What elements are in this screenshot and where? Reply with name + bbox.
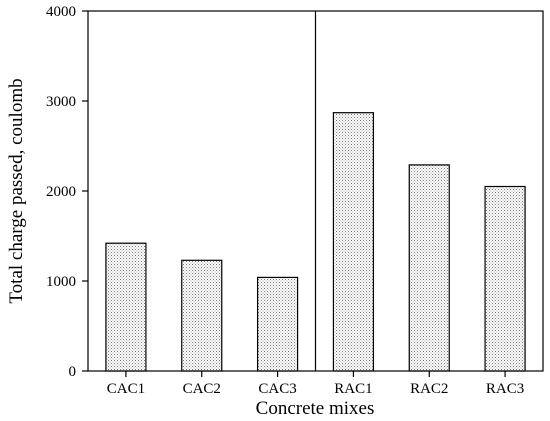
y-tick-label: 3000 [46, 94, 76, 110]
x-tick-label: RAC3 [486, 381, 524, 397]
bar-rac2 [408, 164, 450, 372]
bar-cac2 [181, 259, 223, 372]
x-axis: CAC1 CAC2 CAC3 RAC1 RAC2 RAC3 [107, 371, 524, 397]
y-tick-label: 2000 [46, 184, 76, 200]
x-tick-label: CAC2 [183, 381, 221, 397]
x-tick-label: RAC2 [410, 381, 448, 397]
bar-rac3 [484, 185, 526, 372]
bar-cac1 [105, 242, 147, 372]
y-axis: 0 1000 2000 3000 4000 [46, 4, 88, 380]
x-axis-title: Concrete mixes [256, 398, 375, 419]
bar-cac3 [256, 276, 299, 372]
bars-group [105, 112, 526, 372]
y-tick-label: 1000 [46, 274, 76, 290]
y-axis-title: Total charge passed, coulomb [6, 78, 27, 303]
x-tick-label: CAC3 [258, 381, 296, 397]
bar-rac1 [332, 112, 375, 372]
y-tick-label: 0 [69, 364, 77, 380]
x-tick-label: CAC1 [107, 381, 145, 397]
x-tick-label: RAC1 [334, 381, 372, 397]
y-tick-label: 4000 [46, 4, 76, 20]
